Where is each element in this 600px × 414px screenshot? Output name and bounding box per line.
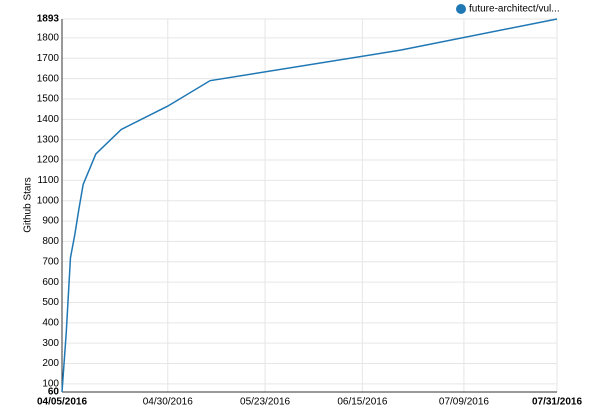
x-tick-label: 04/30/2016 [143, 397, 193, 408]
y-tick-label: 1600 [37, 73, 60, 84]
x-tick-label: 05/23/2016 [240, 397, 290, 408]
y-tick-label: 500 [42, 297, 59, 308]
y-tick-label: 300 [42, 338, 59, 349]
y-axis-label: Github Stars [23, 177, 34, 233]
y-tick-label: 200 [42, 358, 59, 369]
y-tick-label: 1200 [37, 155, 60, 166]
y-tick-label: 1000 [37, 195, 60, 206]
y-tick-label: 1300 [37, 134, 60, 145]
y-tick-label: 700 [42, 256, 59, 267]
legend-marker [456, 4, 466, 14]
y-tick-label: 900 [42, 216, 59, 227]
y-tick-label: 800 [42, 236, 59, 247]
y-tick-label: 60 [48, 387, 60, 398]
y-tick-label: 400 [42, 317, 59, 328]
x-tick-label: 06/15/2016 [337, 397, 387, 408]
y-tick-label: 600 [42, 277, 59, 288]
y-tick-label: 1100 [37, 175, 59, 186]
x-tick-label: 04/05/2016 [37, 397, 87, 408]
y-tick-label: 1893 [37, 14, 60, 25]
line-series [61, 18, 558, 393]
legend-label: future-architect/vul... [469, 4, 560, 15]
x-tick-label: 07/09/2016 [439, 397, 489, 408]
x-tick-label: 07/31/2016 [532, 397, 582, 408]
y-tick-label: 1700 [37, 53, 60, 64]
y-tick-label: 100 [42, 379, 59, 390]
y-tick-label: 1400 [37, 114, 60, 125]
y-tick-label: 1800 [37, 33, 60, 44]
y-tick-label: 1500 [37, 94, 60, 105]
